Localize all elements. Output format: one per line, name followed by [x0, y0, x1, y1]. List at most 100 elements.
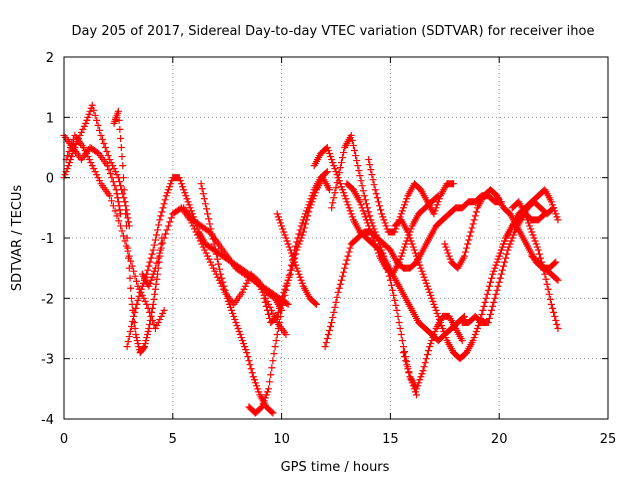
data-point [154, 318, 162, 326]
data-point [160, 234, 168, 242]
data-point [541, 270, 549, 278]
data-point [96, 177, 104, 185]
data-point [489, 270, 497, 278]
data-point [114, 194, 122, 202]
data-point [153, 259, 161, 267]
data-point [105, 166, 113, 174]
data-point [405, 369, 413, 377]
data-point [429, 297, 437, 305]
data-point [494, 282, 502, 290]
data-point [467, 228, 475, 236]
data-point [267, 371, 275, 379]
data-point [116, 206, 124, 214]
data-point [271, 343, 279, 351]
data-point [533, 243, 541, 251]
data-point [458, 337, 466, 345]
data-point [307, 201, 315, 209]
data-point [333, 179, 341, 187]
data-point [396, 255, 404, 263]
data-point [131, 308, 139, 316]
data-point [111, 207, 119, 215]
data-point [85, 156, 93, 164]
data-point [150, 267, 158, 275]
data-point [550, 308, 558, 316]
data-point [160, 200, 168, 208]
data-point [304, 212, 312, 220]
data-point [284, 240, 292, 248]
data-point [117, 134, 125, 142]
data-point [211, 267, 219, 275]
data-point [148, 304, 156, 312]
data-point [321, 343, 329, 351]
data-point [285, 273, 293, 281]
data-point [546, 295, 554, 303]
data-point [353, 157, 361, 165]
data-point [480, 302, 488, 310]
data-point [132, 331, 140, 339]
data-point [91, 168, 99, 176]
data-point [275, 216, 283, 224]
data-point [241, 343, 249, 351]
data-point [485, 314, 493, 322]
data-point [486, 310, 494, 318]
data-point [328, 156, 336, 164]
data-point [205, 255, 213, 263]
data-point [285, 243, 293, 251]
data-point [68, 139, 76, 147]
data-point [245, 357, 253, 365]
data-point [345, 204, 353, 212]
data-point [479, 306, 487, 314]
data-point [259, 400, 267, 408]
data-point [201, 200, 209, 208]
data-point [507, 237, 515, 245]
data-point [311, 299, 319, 307]
data-point [253, 382, 261, 390]
data-point [402, 198, 410, 206]
data-point [368, 171, 376, 179]
data-point [325, 327, 333, 335]
data-point [300, 224, 308, 232]
data-point [409, 243, 417, 251]
data-point [496, 249, 504, 257]
data-point [272, 313, 280, 321]
data-point [278, 222, 286, 230]
data-point [422, 355, 430, 363]
data-point [469, 337, 477, 345]
data-point [287, 266, 295, 274]
data-point [147, 312, 155, 320]
data-point [93, 116, 101, 124]
data-point [203, 205, 211, 213]
data-point [243, 349, 251, 357]
data-point [126, 274, 134, 282]
data-points [60, 101, 562, 417]
data-point [369, 176, 377, 184]
data-point [159, 204, 167, 212]
data-point [354, 162, 362, 170]
data-point [367, 166, 375, 174]
data-point [542, 275, 550, 283]
data-point [65, 159, 73, 167]
data-point [157, 212, 165, 220]
data-point [240, 340, 248, 348]
data-point [544, 285, 552, 293]
data-point [65, 148, 73, 156]
data-point [287, 249, 295, 257]
data-point [535, 250, 543, 258]
data-point [133, 300, 141, 308]
data-point [113, 171, 121, 179]
data-point [485, 282, 493, 290]
data-point [186, 204, 194, 212]
data-point [281, 231, 289, 239]
data-point [422, 279, 430, 287]
series-track-s [441, 186, 560, 272]
data-point [503, 250, 511, 258]
data-point [378, 210, 386, 218]
data-point [408, 240, 416, 248]
data-point [272, 337, 280, 345]
data-point [302, 220, 310, 228]
data-point [342, 195, 350, 203]
data-point [394, 312, 402, 320]
data-point [269, 409, 277, 417]
data-point [113, 212, 121, 220]
data-point [366, 212, 374, 220]
